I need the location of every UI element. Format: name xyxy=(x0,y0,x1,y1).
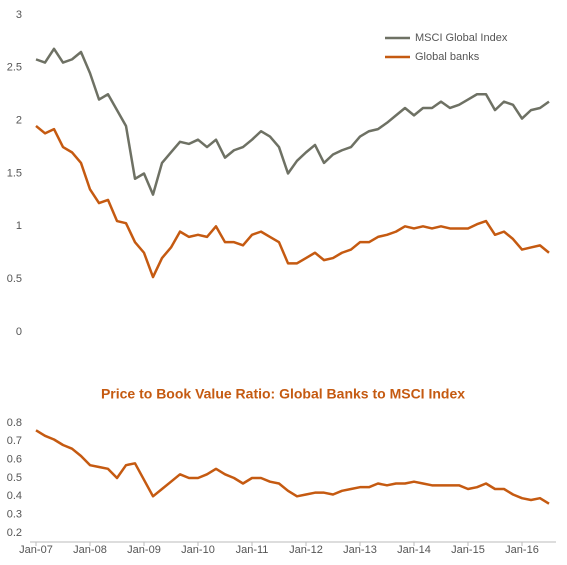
y-tick-label: 3 xyxy=(16,9,22,21)
chart-title: Price to Book Value Ratio: Global Banks … xyxy=(101,386,465,402)
data-line xyxy=(35,429,550,505)
x-tick-label: Jan-07 xyxy=(19,544,53,556)
x-tick-label: Jan-16 xyxy=(505,544,539,556)
x-tick-label: Jan-10 xyxy=(181,544,215,556)
x-tick-label: Jan-12 xyxy=(289,544,323,556)
x-tick-label: Jan-09 xyxy=(127,544,161,556)
data-line xyxy=(35,47,550,196)
y-tick-label: 1 xyxy=(16,220,22,232)
y-tick-label: 0.4 xyxy=(7,490,22,502)
legend-label: MSCI Global Index xyxy=(415,32,508,44)
y-tick-label: 0.3 xyxy=(7,509,22,521)
y-tick-label: 2 xyxy=(16,115,22,127)
y-tick-label: 0.7 xyxy=(7,435,22,447)
y-tick-label: 0 xyxy=(16,326,22,338)
y-tick-label: 0.5 xyxy=(7,273,22,285)
x-tick-label: Jan-13 xyxy=(343,544,377,556)
y-tick-label: 0.8 xyxy=(7,417,22,429)
y-tick-label: 0.6 xyxy=(7,454,22,466)
legend-label: Global banks xyxy=(415,51,480,63)
y-tick-label: 0.5 xyxy=(7,472,22,484)
x-tick-label: Jan-15 xyxy=(451,544,485,556)
x-tick-label: Jan-08 xyxy=(73,544,107,556)
y-tick-label: 2.5 xyxy=(7,62,22,74)
y-tick-label: 0.2 xyxy=(7,527,22,539)
y-tick-label: 1.5 xyxy=(7,167,22,179)
x-tick-label: Jan-11 xyxy=(236,544,269,556)
x-tick-label: Jan-14 xyxy=(397,544,431,556)
data-line xyxy=(35,124,550,279)
